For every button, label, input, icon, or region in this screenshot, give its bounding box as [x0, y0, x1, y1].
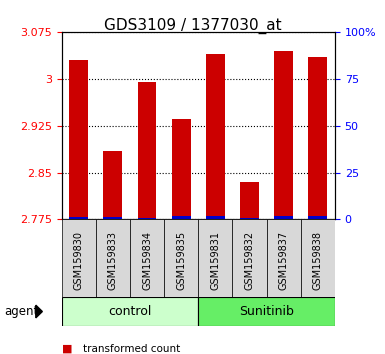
Text: Sunitinib: Sunitinib: [239, 305, 294, 318]
Bar: [130, 219, 164, 297]
Text: GSM159832: GSM159832: [244, 231, 254, 290]
Bar: [137, 218, 156, 219]
Text: control: control: [108, 305, 152, 318]
Text: ■: ■: [62, 344, 75, 354]
Bar: [308, 216, 327, 219]
Bar: [172, 216, 191, 219]
Bar: [164, 219, 198, 297]
Bar: [69, 60, 88, 219]
Bar: [266, 219, 301, 297]
Bar: [62, 297, 198, 326]
Bar: [308, 57, 327, 219]
Bar: [206, 54, 225, 219]
Bar: [96, 219, 130, 297]
Bar: [274, 51, 293, 219]
Text: GSM159838: GSM159838: [313, 231, 323, 290]
Polygon shape: [36, 305, 42, 318]
Bar: [104, 217, 122, 219]
Bar: [240, 218, 259, 219]
Text: GSM159833: GSM159833: [108, 231, 118, 290]
Text: GDS3109 / 1377030_at: GDS3109 / 1377030_at: [104, 18, 281, 34]
Bar: [240, 182, 259, 219]
Text: GSM159835: GSM159835: [176, 231, 186, 290]
Text: GSM159831: GSM159831: [210, 231, 220, 290]
Bar: [69, 217, 88, 219]
Bar: [104, 151, 122, 219]
Bar: [274, 216, 293, 219]
Text: transformed count: transformed count: [83, 344, 180, 354]
Text: agent: agent: [4, 305, 38, 318]
Text: GSM159830: GSM159830: [74, 231, 84, 290]
Text: GSM159837: GSM159837: [279, 231, 289, 290]
Text: GSM159834: GSM159834: [142, 231, 152, 290]
Bar: [198, 297, 335, 326]
Bar: [137, 82, 156, 219]
Bar: [172, 119, 191, 219]
Bar: [233, 219, 266, 297]
Bar: [301, 219, 335, 297]
Bar: [206, 216, 225, 219]
Bar: [198, 219, 233, 297]
Bar: [62, 219, 96, 297]
